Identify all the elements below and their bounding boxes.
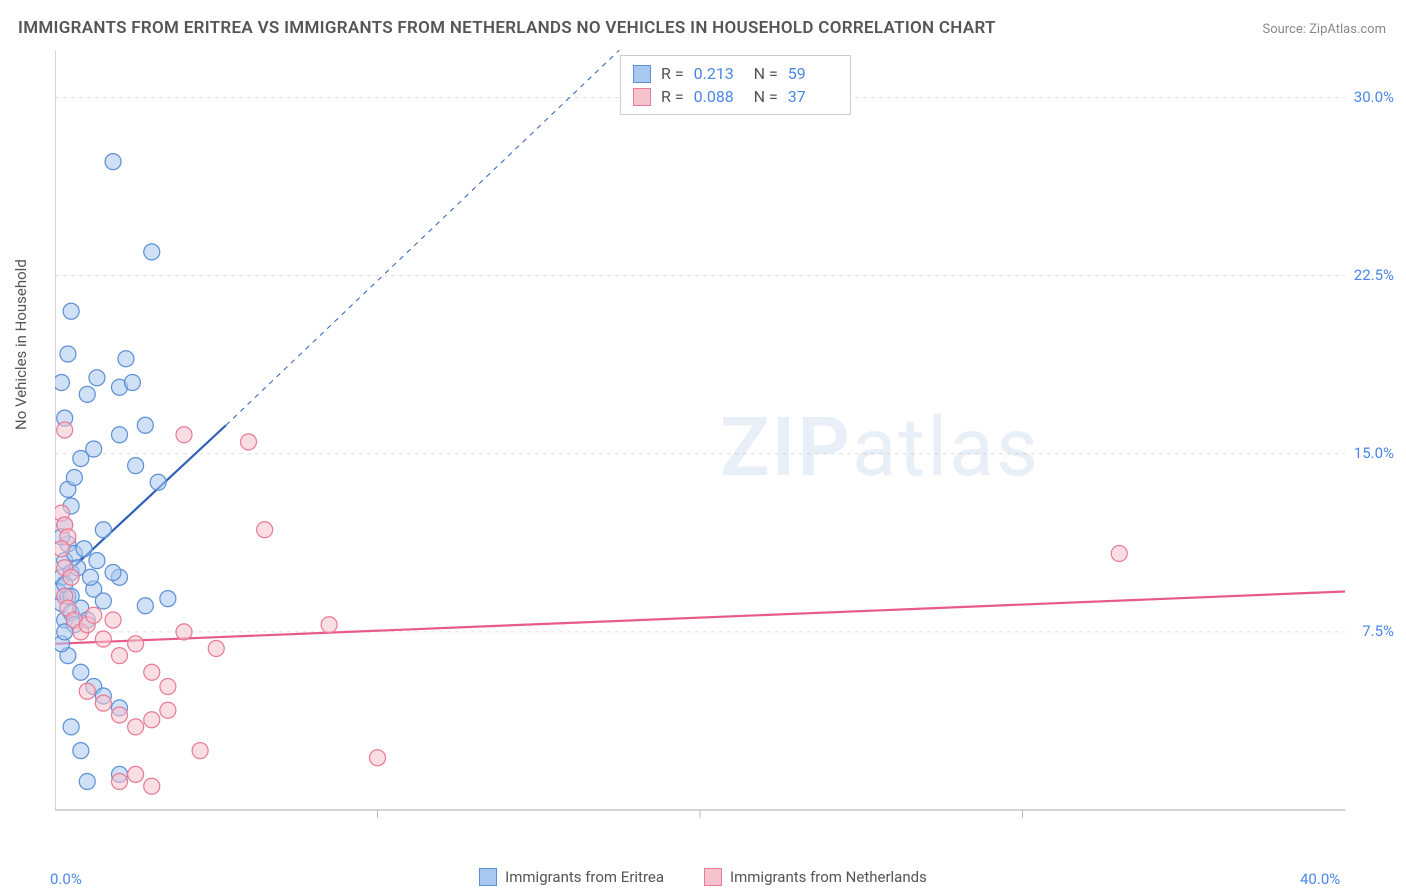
legend-item: Immigrants from Netherlands [704,868,927,886]
stat-value-r2: 0.088 [694,87,744,106]
stats-row: R = 0.088 N = 37 [633,85,838,108]
stat-value-n2: 37 [788,87,838,106]
scatter-plot [55,50,1375,840]
y-tick-label: 15.0% [1354,444,1394,462]
stat-label-n: N = [754,64,778,83]
stat-value-n1: 59 [788,64,838,83]
chart-title: IMMIGRANTS FROM ERITREA VS IMMIGRANTS FR… [18,18,996,38]
stat-label-r: R = [661,64,684,83]
stat-label-n: N = [754,87,778,106]
stats-row: R = 0.213 N = 59 [633,62,838,85]
y-axis-label: No Vehicles in Household [12,259,30,430]
bottom-legend: Immigrants from Eritrea Immigrants from … [0,868,1406,886]
stat-value-r1: 0.213 [694,64,744,83]
legend-label-1: Immigrants from Eritrea [505,868,664,886]
y-tick-label: 30.0% [1354,88,1394,106]
stat-label-r: R = [661,87,684,106]
y-tick-label: 7.5% [1362,622,1394,640]
series1-swatch [633,65,651,83]
y-tick-label: 22.5% [1354,266,1394,284]
stats-box: R = 0.213 N = 59 R = 0.088 N = 37 [620,55,851,115]
chart-area [55,50,1375,840]
source-label: Source: ZipAtlas.com [1262,22,1386,37]
series2-swatch [704,868,722,886]
legend-item: Immigrants from Eritrea [479,868,664,886]
legend-label-2: Immigrants from Netherlands [730,868,927,886]
series2-swatch [633,88,651,106]
series1-swatch [479,868,497,886]
